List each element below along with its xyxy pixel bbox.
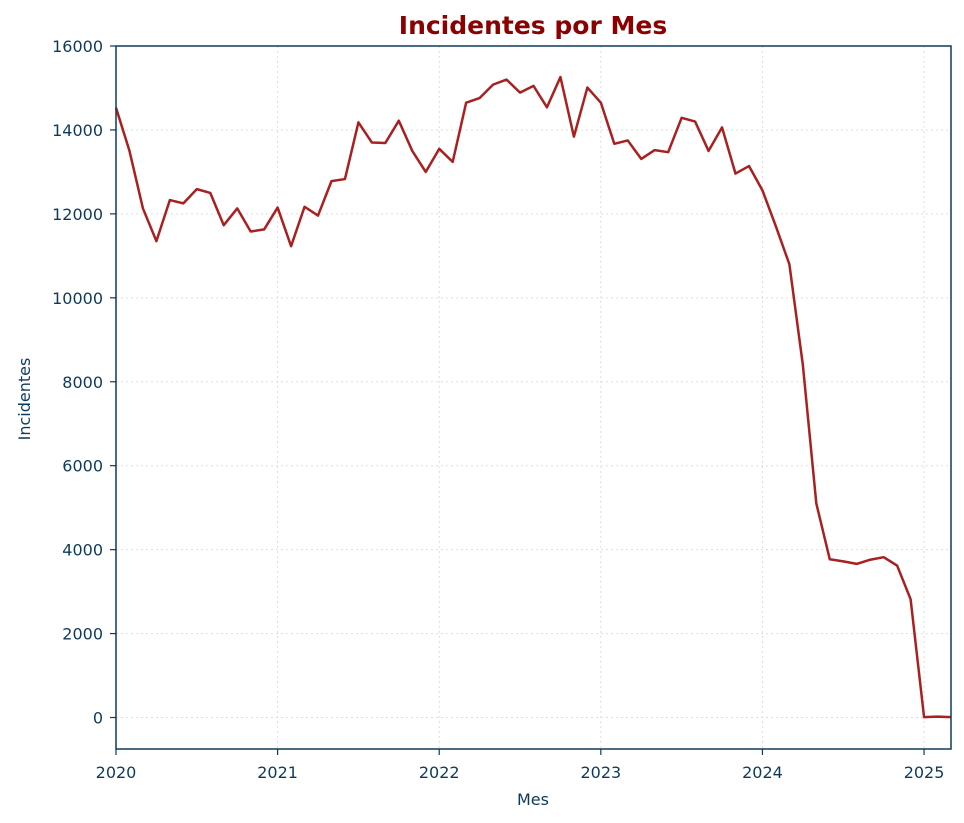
y-tick-label: 12000 bbox=[52, 205, 103, 224]
y-tick-label: 8000 bbox=[62, 373, 103, 392]
tick-labels: 0 2000 4000 6000 8000 10000 12000 14000 16000 202… bbox=[52, 37, 944, 782]
axes bbox=[110, 45, 952, 755]
x-tick-label: 2025 bbox=[904, 763, 945, 782]
x-tick-label: 2024 bbox=[742, 763, 783, 782]
x-axis-label: Mes bbox=[517, 790, 549, 809]
series-layer bbox=[114, 75, 952, 719]
y-axis-label: Incidentes bbox=[15, 358, 34, 441]
y-tick-label: 10000 bbox=[52, 289, 103, 308]
y-tick-label: 16000 bbox=[52, 37, 103, 56]
y-tick-label: 2000 bbox=[62, 625, 103, 644]
y-tick-label: 6000 bbox=[62, 457, 103, 476]
x-tick-label: 2022 bbox=[419, 763, 460, 782]
y-tick-label: 14000 bbox=[52, 121, 103, 140]
grid-lines bbox=[115, 45, 951, 749]
chart-title: Incidentes por Mes bbox=[399, 11, 667, 40]
y-tick-label: 4000 bbox=[62, 541, 103, 560]
x-tick-label: 2021 bbox=[257, 763, 298, 782]
series-line-incidentes bbox=[114, 75, 952, 719]
y-tick-label: 0 bbox=[93, 709, 103, 728]
x-tick-label: 2023 bbox=[580, 763, 621, 782]
x-tick-label: 2020 bbox=[96, 763, 137, 782]
plot-frame bbox=[115, 45, 952, 750]
